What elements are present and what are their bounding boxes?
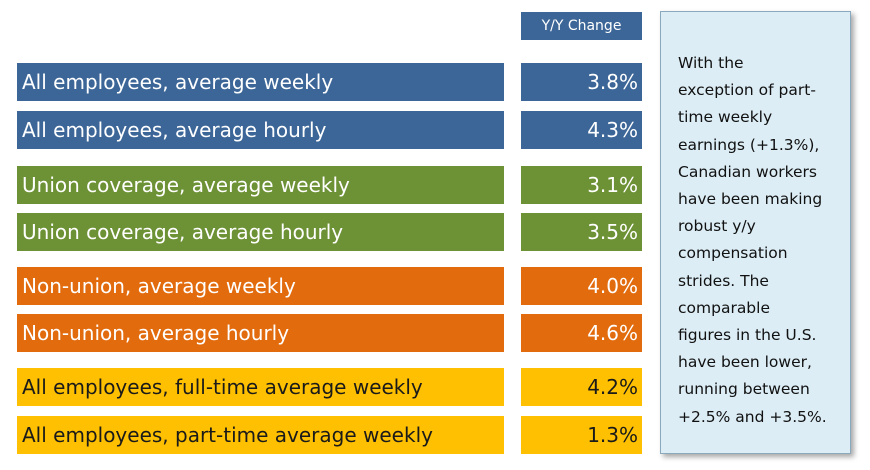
note-line: earnings (+1.3%), xyxy=(678,135,820,154)
note-line: exception of part- xyxy=(678,81,816,100)
note-line: compensation xyxy=(678,244,788,263)
row-value-all-employees-hourly: 4.3% xyxy=(521,111,642,149)
row-label-part-time-weekly: All employees, part-time average weekly xyxy=(17,416,504,454)
row-label-all-employees-hourly: All employees, average hourly xyxy=(17,111,504,149)
row-value-all-employees-weekly: 3.8% xyxy=(521,63,642,101)
note-line: have been lower, xyxy=(678,353,812,372)
note-line: running between xyxy=(678,380,810,399)
note-line: strides. The xyxy=(678,271,769,290)
row-value-union-weekly: 3.1% xyxy=(521,166,642,204)
commentary-note: With the exception of part- time weekly … xyxy=(660,11,851,454)
note-line: have been making xyxy=(678,190,823,209)
note-line: time weekly xyxy=(678,108,773,127)
note-line: comparable xyxy=(678,298,770,317)
note-line: +2.5% and +3.5%. xyxy=(678,407,827,426)
row-label-all-employees-weekly: All employees, average weekly xyxy=(17,63,504,101)
row-value-union-hourly: 3.5% xyxy=(521,213,642,251)
row-label-non-union-hourly: Non-union, average hourly xyxy=(17,314,504,352)
column-header-yy-change: Y/Y Change xyxy=(521,12,642,40)
note-line: With the xyxy=(678,54,744,72)
row-label-non-union-weekly: Non-union, average weekly xyxy=(17,267,504,305)
row-value-non-union-weekly: 4.0% xyxy=(521,267,642,305)
row-value-part-time-weekly: 1.3% xyxy=(521,416,642,454)
row-value-non-union-hourly: 4.6% xyxy=(521,314,642,352)
note-line: robust y/y xyxy=(678,217,756,236)
note-line: figures in the U.S. xyxy=(678,326,817,345)
row-label-full-time-weekly: All employees, full-time average weekly xyxy=(17,368,504,406)
row-value-full-time-weekly: 4.2% xyxy=(521,368,642,406)
note-line: Canadian workers xyxy=(678,162,817,181)
row-label-union-hourly: Union coverage, average hourly xyxy=(17,213,504,251)
row-label-union-weekly: Union coverage, average weekly xyxy=(17,166,504,204)
